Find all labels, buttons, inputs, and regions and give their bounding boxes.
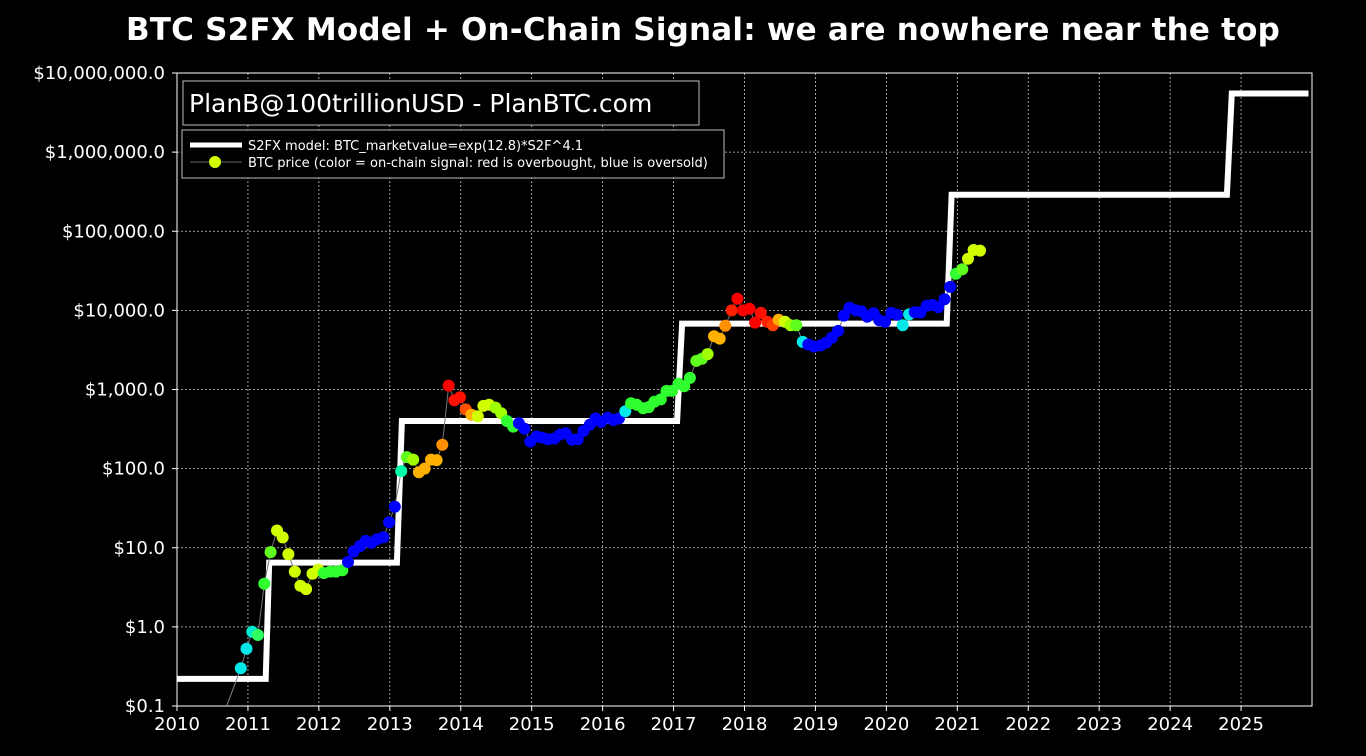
- s2fx-model-line: [177, 90, 1309, 682]
- btc-price-point: [896, 319, 909, 332]
- btc-price-point: [832, 324, 845, 337]
- btc-price-point: [944, 280, 957, 293]
- btc-price-point: [240, 642, 253, 655]
- btc-price-line: [226, 668, 242, 707]
- btc-price-point: [754, 306, 767, 319]
- y-tick-label: $100.0: [102, 459, 165, 480]
- x-tick-label: 2011: [225, 714, 271, 735]
- btc-price-point: [743, 302, 756, 315]
- y-tick-label: $1,000,000.0: [45, 142, 165, 163]
- x-tick-label: 2013: [367, 714, 413, 735]
- legend-price-label: BTC price (color = on-chain signal: red …: [248, 156, 708, 171]
- btc-price-point: [701, 348, 714, 361]
- btc-price-point: [571, 433, 584, 446]
- x-tick-label: 2025: [1218, 714, 1264, 735]
- btc-price-point: [713, 332, 726, 345]
- y-tick-label: $1,000.0: [85, 380, 165, 401]
- x-tick-label: 2024: [1147, 714, 1193, 735]
- btc-price-point: [234, 662, 247, 675]
- btc-price-point: [654, 393, 667, 406]
- btc-price-point: [518, 422, 531, 435]
- legend-frame: [181, 129, 725, 179]
- btc-price-point: [749, 316, 762, 329]
- y-tick-label: $10,000,000.0: [33, 63, 165, 84]
- btc-price-point: [383, 516, 396, 529]
- btc-price-point: [282, 548, 295, 561]
- btc-price-point: [258, 577, 271, 590]
- btc-price-point: [725, 304, 738, 317]
- btc-price-point: [974, 244, 986, 257]
- btc-price-point: [891, 308, 903, 321]
- x-tick-label: 2019: [793, 714, 839, 735]
- btc-price-point: [790, 319, 803, 332]
- legend-price-swatch: [209, 156, 221, 168]
- btc-price-point: [264, 546, 277, 559]
- y-tick-label: $10,000.0: [73, 300, 165, 321]
- x-tick-label: 2015: [509, 714, 555, 735]
- credit-box-frame: [182, 80, 700, 126]
- btc-price-point: [300, 583, 313, 596]
- btc-price-point: [454, 391, 466, 404]
- x-tick-label: 2016: [580, 714, 626, 735]
- axis-ticks: 2010 2011 2012 2013 2014 2015 2016 2017 2018 2019…: [33, 63, 1264, 735]
- btc-price-point: [436, 438, 449, 451]
- btc-price-point: [342, 556, 354, 568]
- chart-title: BTC S2FX Model + On-Chain Signal: we are…: [125, 12, 1281, 48]
- credit-text: PlanB@100trillionUSD - PlanBTC.com: [189, 89, 652, 118]
- y-tick-label: $100,000.0: [62, 221, 165, 242]
- btc-price-point: [938, 293, 951, 306]
- btc-price-point: [962, 252, 974, 265]
- btc-price-point: [442, 379, 455, 392]
- btc-price-point: [276, 531, 289, 544]
- btc-price-point: [407, 453, 420, 466]
- btc-price-point: [288, 565, 301, 578]
- y-tick-label: $1.0: [125, 617, 165, 638]
- x-tick-label: 2014: [438, 714, 484, 735]
- btc-price-point: [956, 263, 969, 276]
- s2fx-model-series: [177, 90, 1309, 682]
- btc-price-series: [226, 244, 986, 707]
- btc-price-point: [377, 531, 390, 544]
- btc-price-point: [430, 454, 443, 467]
- x-tick-label: 2020: [863, 714, 909, 735]
- legend: S2FX model: BTC_marketvalue=exp(12.8)*S2…: [181, 129, 725, 179]
- x-tick-label: 2010: [154, 714, 200, 735]
- y-tick-label: $10.0: [113, 538, 165, 559]
- x-tick-label: 2018: [722, 714, 768, 735]
- btc-price-point: [731, 292, 744, 305]
- credit-box: PlanB@100trillionUSD - PlanBTC.com: [182, 80, 700, 126]
- btc-price-point: [418, 462, 431, 475]
- y-tick-label: $0.1: [125, 696, 165, 717]
- x-tick-label: 2012: [296, 714, 342, 735]
- x-tick-label: 2022: [1005, 714, 1051, 735]
- btc-price-point: [719, 319, 732, 332]
- btc-price-point: [395, 465, 408, 478]
- x-tick-label: 2017: [651, 714, 697, 735]
- x-tick-label: 2021: [934, 714, 980, 735]
- x-tick-label: 2023: [1076, 714, 1122, 735]
- btc-price-point: [879, 315, 891, 328]
- btc-price-point: [251, 629, 264, 641]
- btc-price-point: [683, 371, 696, 384]
- btc-price-point: [388, 500, 401, 513]
- btc-price-point: [471, 410, 484, 423]
- legend-model-label: S2FX model: BTC_marketvalue=exp(12.8)*S2…: [248, 139, 583, 154]
